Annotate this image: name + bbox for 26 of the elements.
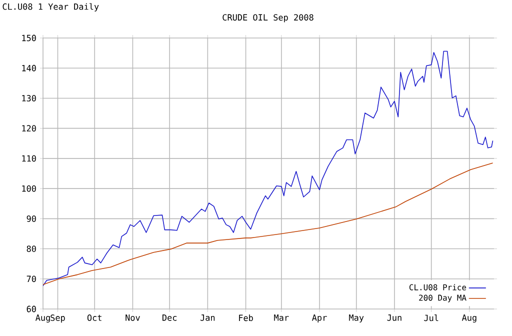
y-tick-label: 80 — [26, 246, 36, 252]
x-tick-label: Aug — [36, 314, 50, 323]
x-tick-label: Apr — [312, 314, 327, 322]
y-tick-label: 100 — [22, 185, 36, 192]
x-tick-label: Mar — [274, 314, 289, 321]
x-tick-label: Feb — [239, 314, 253, 322]
y-tick-label: 60 — [26, 306, 36, 312]
y-tick-label: 110 — [22, 155, 36, 162]
x-tick-label: Oct — [87, 314, 102, 321]
y-tick-label: 70 — [26, 276, 36, 282]
x-tick-label: Jun — [387, 314, 402, 321]
y-tick-label: 140 — [22, 64, 36, 72]
line-series — [43, 162, 494, 286]
y-tick-label: 90 — [26, 215, 36, 222]
chart-subtitle: CL.U08 1 Year Daily — [2, 3, 99, 12]
x-tick-label: Dec — [162, 314, 177, 321]
y-tick-label: 120 — [22, 125, 36, 132]
x-tick-label: Sep — [50, 314, 65, 323]
x-tick-label: Aug — [462, 314, 476, 323]
x-tick-label: May — [349, 314, 364, 322]
x-tick-label: Jan — [200, 314, 215, 321]
y-tick-label: 150 — [22, 34, 36, 42]
x-tick-label: Nov — [126, 314, 140, 321]
y-tick-label: 130 — [22, 95, 36, 102]
chart-title: CRUDE OIL Sep 2008 — [222, 14, 314, 22]
x-tick-label: Jul — [424, 314, 438, 322]
